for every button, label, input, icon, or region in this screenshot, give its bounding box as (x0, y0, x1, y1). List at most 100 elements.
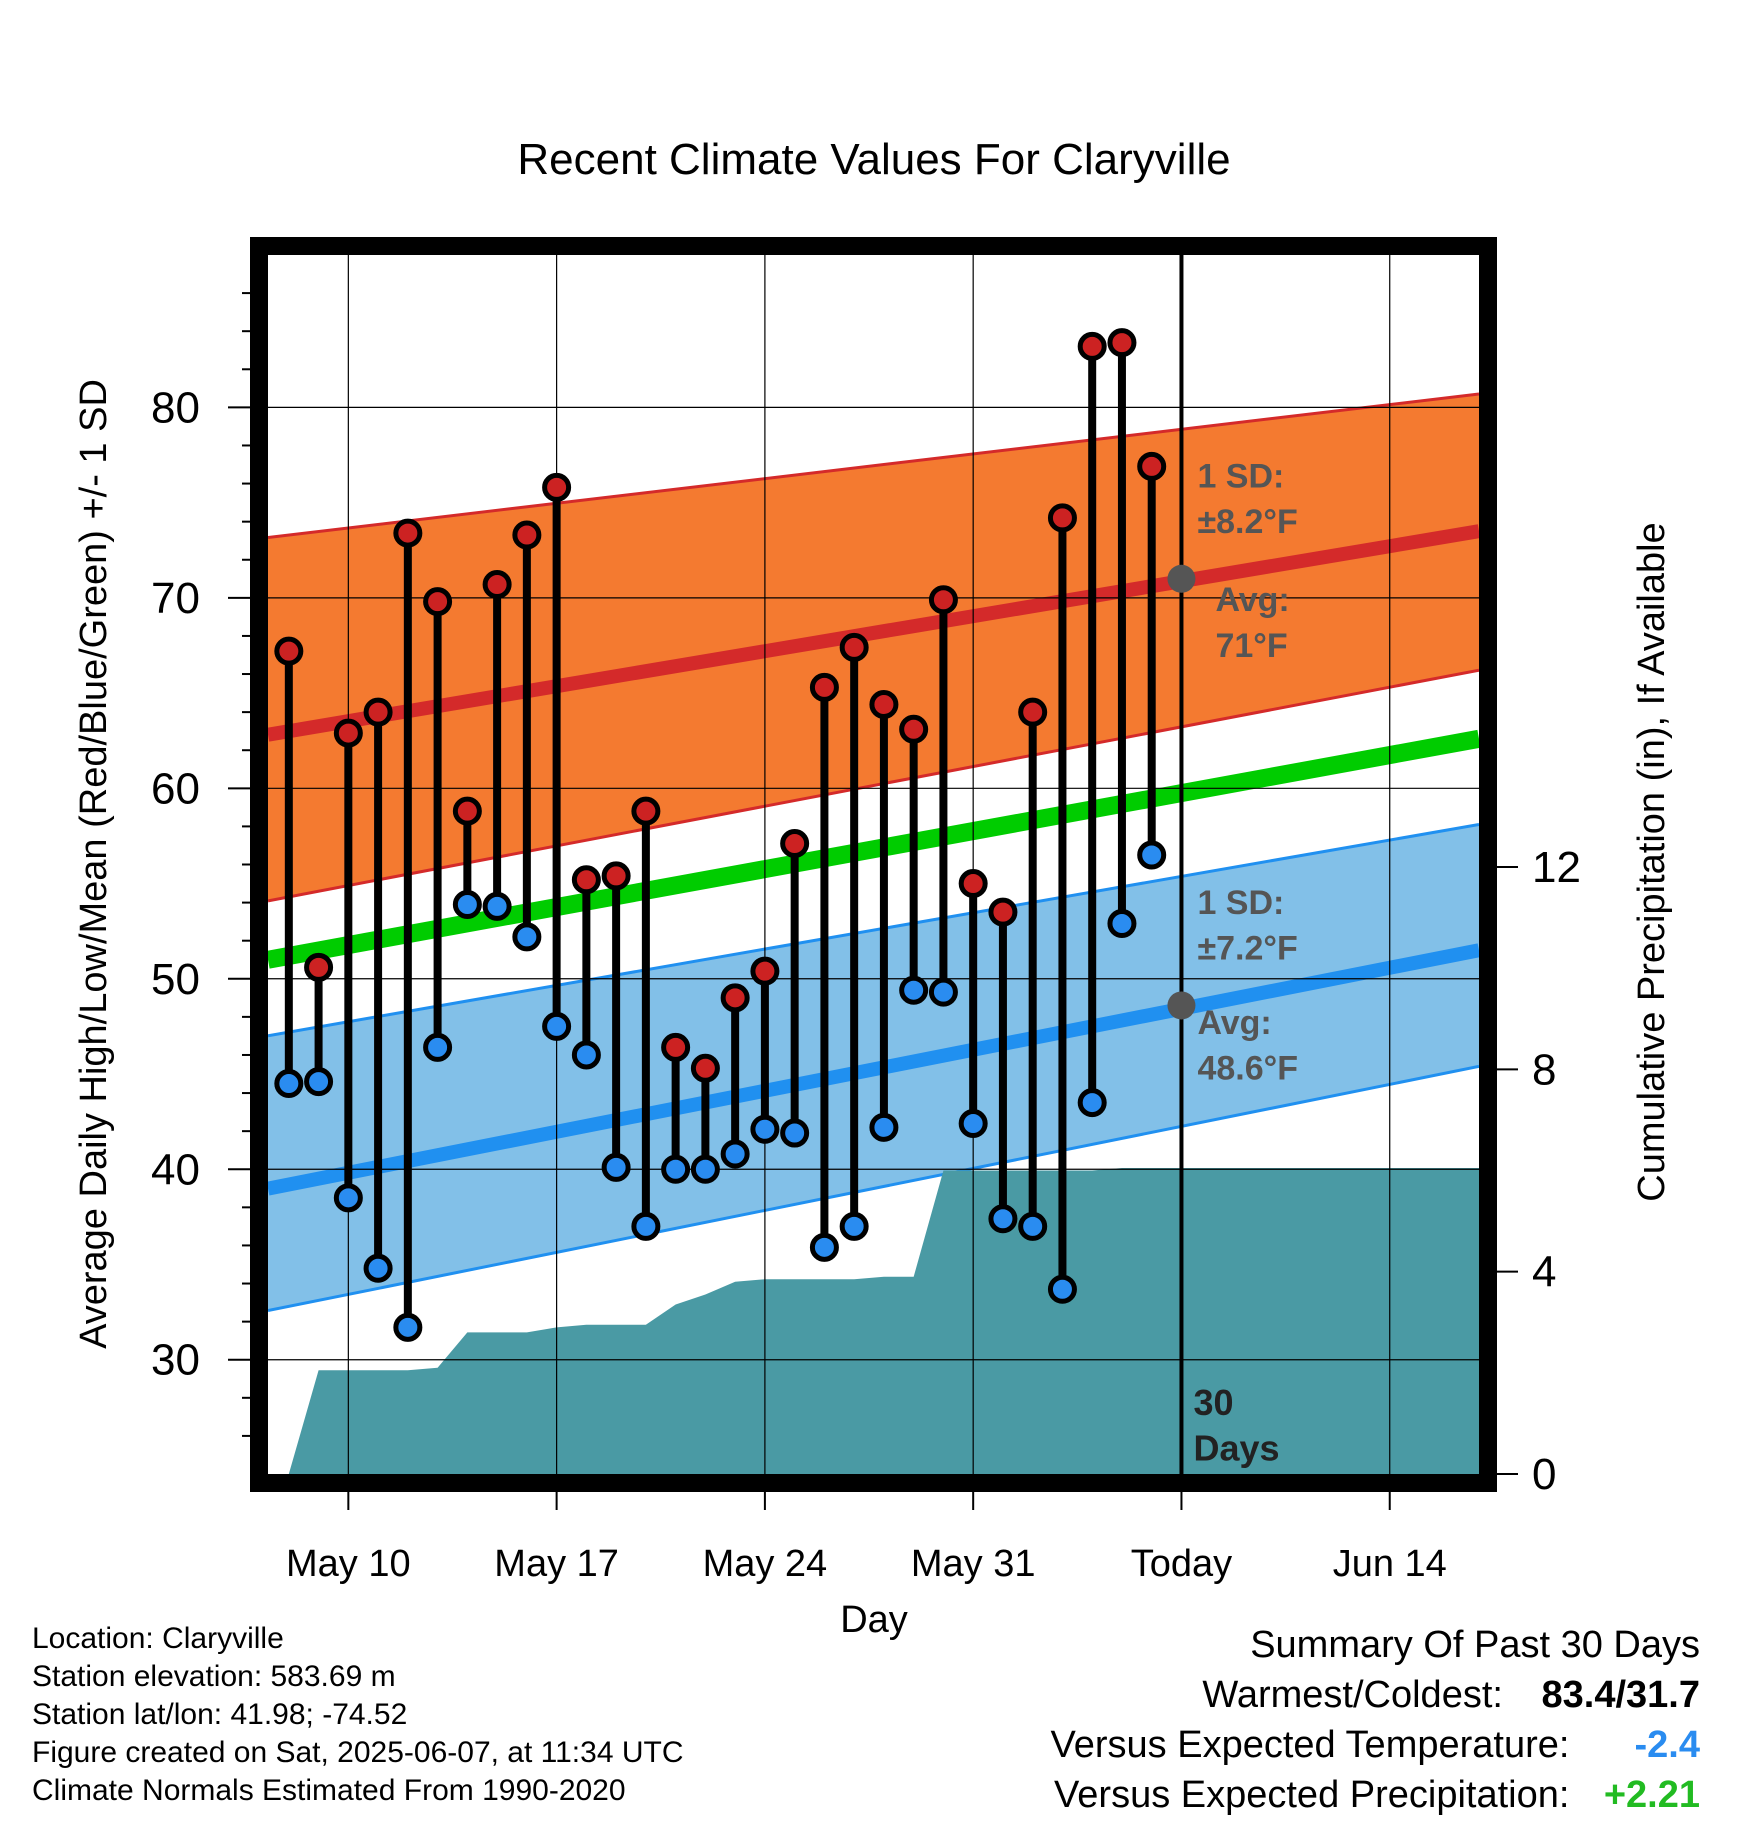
y-right-tick-label: 0 (1532, 1450, 1556, 1499)
low-point (512, 922, 542, 952)
low-point (750, 1114, 780, 1144)
daily-stems (284, 342, 1156, 1328)
high-point (452, 796, 482, 826)
created-text: Figure created on Sat, 2025-06-07, at 11… (32, 1736, 684, 1769)
low-point (1018, 1211, 1048, 1241)
high-point (899, 714, 929, 744)
low-point (482, 891, 512, 921)
low-sd-value: ±7.2°F (1197, 930, 1297, 968)
y-left-tick-label: 50 (151, 955, 200, 1004)
high-point (988, 897, 1018, 927)
high-point (542, 472, 572, 502)
high-avg-label: Avg: (1215, 581, 1289, 619)
high-point (631, 796, 661, 826)
precip-row: Versus Expected Precipitation: +2.21 (1051, 1770, 1700, 1820)
low-point (333, 1183, 363, 1213)
high-point (780, 829, 810, 859)
high-point (720, 983, 750, 1013)
mean-line (268, 729, 1479, 969)
y-left-tick-label: 70 (151, 574, 200, 623)
y-axis-right-ticks: 0 4 8 12 (1497, 843, 1581, 1499)
window-label-days: Days (1193, 1428, 1279, 1469)
low-point (928, 977, 958, 1007)
x-tick-label: May 31 (911, 1543, 1036, 1585)
low-point (899, 975, 929, 1005)
low-point (720, 1139, 750, 1169)
high-point (1077, 331, 1107, 361)
high-point (304, 952, 334, 982)
high-point (333, 718, 363, 748)
high-point (363, 697, 393, 727)
x-tick-label: May 17 (494, 1543, 619, 1585)
low-point (661, 1154, 691, 1184)
low-point (423, 1032, 453, 1062)
high-point (482, 570, 512, 600)
x-tick-label: May 24 (703, 1543, 828, 1585)
y-left-tick-label: 40 (151, 1145, 200, 1194)
elevation-text: Station elevation: 583.69 m (32, 1660, 396, 1693)
low-point (1047, 1274, 1077, 1304)
y-left-tick-label: 60 (151, 764, 200, 813)
low-point (542, 1011, 572, 1041)
low-point (452, 889, 482, 919)
low-point (304, 1067, 334, 1097)
high-sd-label: 1 SD: (1197, 457, 1284, 495)
high-point (1047, 503, 1077, 533)
high-point (690, 1053, 720, 1083)
low-avg-value: 48.6°F (1197, 1050, 1298, 1088)
high-point (958, 869, 988, 899)
high-sd-band (268, 394, 1479, 901)
high-mean-line (268, 524, 1479, 742)
y-right-tick-label: 12 (1532, 843, 1581, 892)
low-point (393, 1312, 423, 1342)
high-point (839, 632, 869, 662)
low-point (274, 1069, 304, 1099)
high-point (750, 956, 780, 986)
low-sd-label: 1 SD: (1197, 884, 1284, 922)
annotations: 1 SD: ±8.2°F Avg: 71°F 1 SD: ±7.2°F Avg: 48.6°F… (1167, 457, 1298, 1469)
low-point (809, 1232, 839, 1262)
low-mean-line (268, 943, 1479, 1196)
summary-title: Summary Of Past 30 Days (1250, 1624, 1700, 1666)
low-avg-marker (1167, 991, 1196, 1020)
summary-panel: Summary Of Past 30 Days Warmest/Coldest:… (1051, 1620, 1700, 1820)
station-info: Location: Claryville Station elevation: … (32, 1620, 684, 1810)
low-point (988, 1204, 1018, 1234)
y-right-tick-label: 8 (1532, 1045, 1556, 1094)
plot-frame (250, 237, 1497, 1492)
temp-row: Versus Expected Temperature: -2.4 (1051, 1720, 1700, 1770)
x-tick-label: Jun 14 (1333, 1543, 1447, 1585)
high-point (601, 861, 631, 891)
low-point (1107, 909, 1137, 939)
y-axis-left-ticks: 30 40 50 60 70 80 (151, 292, 250, 1437)
precip-label: Versus Expected Precipitation: (1054, 1774, 1570, 1816)
window-label-number: 30 (1193, 1382, 1233, 1423)
x-tick-label: May 10 (286, 1543, 411, 1585)
y-right-tick-label: 4 (1532, 1248, 1556, 1297)
low-upper-line (268, 823, 1479, 1038)
low-point (363, 1253, 393, 1283)
y-axis-left-label: Average Daily High/Low/Mean (Red/Blue/Gr… (73, 379, 115, 1349)
temp-value: -2.4 (1634, 1724, 1700, 1766)
y-left-tick-label: 80 (151, 383, 200, 432)
low-point (1137, 840, 1167, 870)
chart-title: Recent Climate Values For Claryville (517, 135, 1230, 184)
low-point (571, 1040, 601, 1070)
daily-points (274, 328, 1167, 1342)
high-avg-value: 71°F (1215, 627, 1287, 665)
low-lower-line (268, 1064, 1479, 1313)
high-point (1137, 451, 1167, 481)
high-point (1018, 697, 1048, 727)
x-axis-ticks: May 10 May 17 May 24 May 31 Today Jun 14 (286, 1492, 1447, 1585)
low-point (1077, 1088, 1107, 1118)
high-point (512, 520, 542, 550)
low-point (780, 1118, 810, 1148)
high-sd-value: ±8.2°F (1197, 503, 1297, 541)
low-point (839, 1211, 869, 1241)
warm-cold-value: 83.4/31.7 (1541, 1674, 1700, 1716)
low-point (690, 1154, 720, 1184)
warm-cold-label: Warmest/Coldest: (1202, 1674, 1503, 1716)
y-axis-right-label: Cumulative Precipitation (in), If Availa… (1631, 522, 1673, 1201)
high-upper-line (268, 392, 1479, 539)
